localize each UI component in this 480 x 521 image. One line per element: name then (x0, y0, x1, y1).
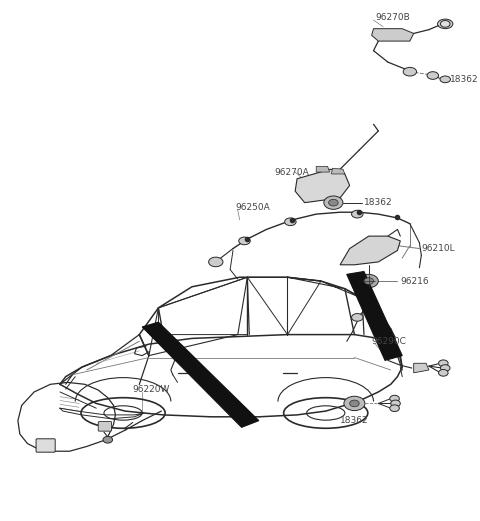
Ellipse shape (351, 314, 363, 321)
Text: 96220W: 96220W (132, 384, 170, 393)
Ellipse shape (329, 200, 338, 206)
Polygon shape (340, 236, 400, 265)
Ellipse shape (103, 437, 112, 443)
Ellipse shape (439, 360, 448, 367)
Ellipse shape (439, 369, 448, 376)
Ellipse shape (390, 395, 399, 402)
FancyBboxPatch shape (36, 439, 55, 452)
Text: 96250A: 96250A (235, 203, 270, 212)
Text: 96216: 96216 (400, 277, 429, 286)
Text: 96210L: 96210L (421, 244, 455, 253)
Ellipse shape (441, 20, 450, 27)
Ellipse shape (390, 405, 399, 412)
Ellipse shape (209, 257, 223, 267)
Ellipse shape (440, 76, 451, 83)
Ellipse shape (403, 67, 417, 76)
Ellipse shape (351, 210, 363, 218)
Polygon shape (332, 168, 345, 174)
Ellipse shape (349, 400, 359, 407)
Ellipse shape (438, 19, 453, 29)
Ellipse shape (285, 218, 296, 226)
Ellipse shape (344, 396, 365, 411)
Polygon shape (316, 166, 330, 172)
Text: 96290C: 96290C (372, 337, 407, 346)
Polygon shape (347, 271, 402, 361)
Text: 96270B: 96270B (375, 13, 410, 22)
Ellipse shape (391, 400, 400, 407)
FancyBboxPatch shape (98, 421, 111, 431)
Polygon shape (142, 322, 259, 427)
Ellipse shape (359, 275, 378, 288)
Polygon shape (414, 363, 429, 373)
Text: 18362: 18362 (364, 198, 393, 207)
Text: 96270A: 96270A (274, 168, 309, 177)
Ellipse shape (427, 72, 439, 79)
Ellipse shape (364, 278, 373, 284)
Polygon shape (295, 169, 349, 203)
Text: 18362: 18362 (450, 75, 479, 84)
Ellipse shape (441, 365, 450, 371)
Polygon shape (372, 29, 414, 41)
Text: 18362: 18362 (340, 416, 369, 425)
Ellipse shape (239, 237, 250, 245)
Ellipse shape (324, 196, 343, 209)
